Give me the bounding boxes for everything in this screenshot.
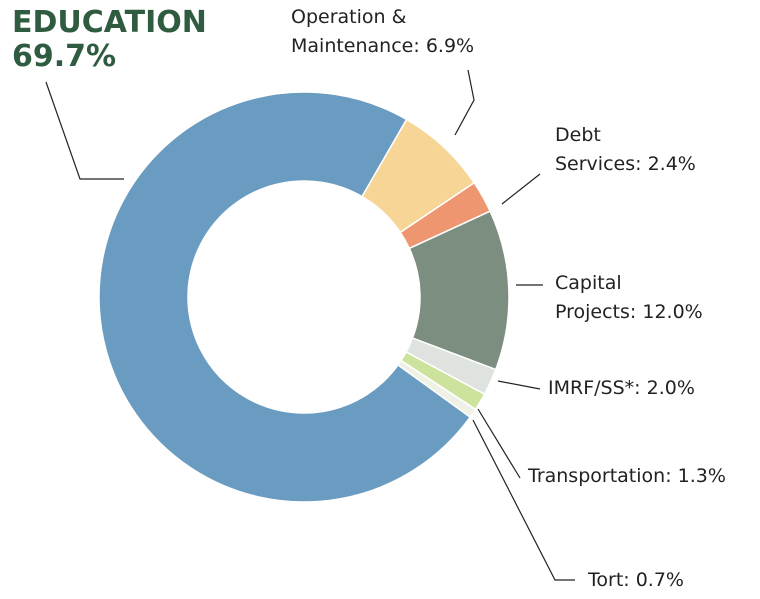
- label-value: 69.7%: [12, 39, 117, 74]
- label-value: 0.7%: [635, 569, 684, 591]
- label-name: Transportation: [528, 465, 678, 487]
- label-name: Tort: [588, 569, 636, 591]
- leader-line: [477, 408, 521, 479]
- slice-label: Capital Projects12.0%: [555, 269, 735, 327]
- slice-label: Debt Services2.4%: [555, 121, 720, 179]
- label-name: IMRF/SS*: [548, 377, 647, 399]
- slice-label: IMRF/SS*2.0%: [548, 374, 695, 403]
- leader-line: [45, 81, 124, 180]
- leader-line: [454, 69, 475, 136]
- slice-label: Operation & Maintenance6.9%: [291, 3, 506, 61]
- label-value: 1.3%: [677, 465, 726, 487]
- arcs: [98, 91, 510, 503]
- label-name: Operation & Maintenance: [291, 6, 426, 57]
- label-value: 12.0%: [642, 301, 703, 323]
- slice-label: Tort0.7%: [588, 566, 684, 595]
- leader-line: [472, 419, 575, 581]
- donut-slice: [98, 91, 472, 503]
- label-name: Capital Projects: [555, 272, 642, 323]
- leader-line: [501, 173, 541, 205]
- label-value: 2.4%: [647, 153, 696, 175]
- label-value: 6.9%: [425, 35, 475, 57]
- label-name: Debt Services: [555, 124, 648, 175]
- slice-label: Transportation1.3%: [528, 462, 726, 491]
- label-name: EDUCATION: [12, 5, 207, 40]
- label-value: 2.0%: [646, 377, 695, 399]
- education-label: EDUCATION 69.7%: [12, 6, 207, 74]
- leader-line: [497, 380, 541, 390]
